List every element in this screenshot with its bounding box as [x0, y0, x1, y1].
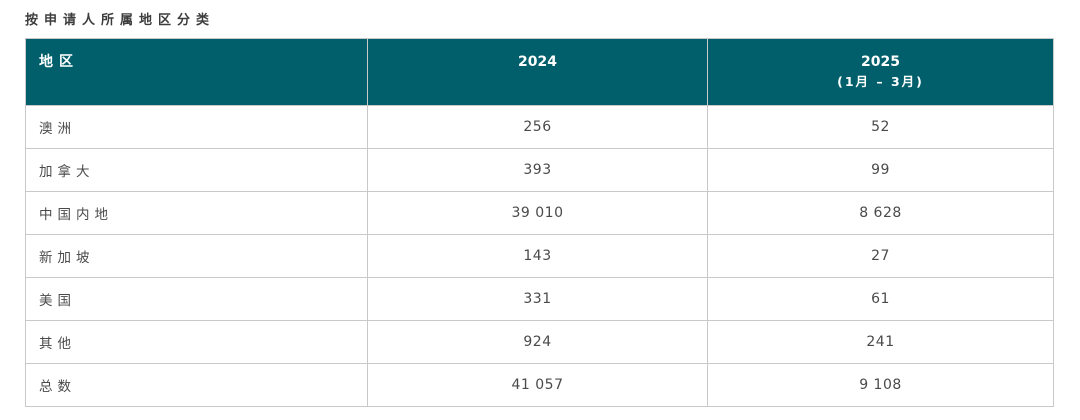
header-cell-2025: 2025 (1月 – 3月) [707, 38, 1054, 106]
table-header: 地区 2024 2025 (1月 – 3月) [25, 38, 1054, 106]
table-row: 美国 331 61 [25, 277, 1054, 321]
value-2024-cell: 924 [367, 320, 708, 364]
page: 按申请人所属地区分类 地区 2024 2025 (1月 – 3月) [25, 13, 1054, 407]
table-row: 加拿大 393 99 [25, 148, 1054, 192]
header-region-label: 地区 [39, 54, 79, 70]
value-2025-cell: 52 [707, 105, 1054, 149]
value-2025-cell: 27 [707, 234, 1054, 278]
region-statistics-table: 地区 2024 2025 (1月 – 3月) 澳洲 256 52 [25, 38, 1054, 407]
region-cell: 澳洲 [25, 105, 368, 149]
header-region-line2 [39, 72, 367, 92]
region-cell: 总数 [25, 363, 368, 407]
header-2024-line2 [368, 72, 707, 92]
header-2025-sublabel: (1月 – 3月) [837, 74, 924, 89]
region-cell: 新加坡 [25, 234, 368, 278]
value-2025-cell: 9 108 [707, 363, 1054, 407]
header-cell-region: 地区 [25, 38, 368, 106]
table-row: 新加坡 143 27 [25, 234, 1054, 278]
header-2025-label: 2025 [861, 54, 900, 70]
page-title: 按申请人所属地区分类 [25, 13, 216, 28]
header-cell-2024: 2024 [367, 38, 708, 106]
value-2025-cell: 61 [707, 277, 1054, 321]
header-row: 地区 2024 2025 (1月 – 3月) [25, 38, 1054, 106]
region-cell: 美国 [25, 277, 368, 321]
value-2025-cell: 99 [707, 148, 1054, 192]
value-2025-cell: 241 [707, 320, 1054, 364]
table-body: 澳洲 256 52 加拿大 393 99 中国内地 39 010 8 628 新… [25, 105, 1054, 407]
table-row: 其他 924 241 [25, 320, 1054, 364]
header-2024-label: 2024 [518, 54, 557, 70]
value-2024-cell: 143 [367, 234, 708, 278]
region-cell: 加拿大 [25, 148, 368, 192]
value-2024-cell: 393 [367, 148, 708, 192]
value-2024-cell: 331 [367, 277, 708, 321]
region-cell: 其他 [25, 320, 368, 364]
table-row: 总数 41 057 9 108 [25, 363, 1054, 407]
region-cell: 中国内地 [25, 191, 368, 235]
value-2025-cell: 8 628 [707, 191, 1054, 235]
table-row: 中国内地 39 010 8 628 [25, 191, 1054, 235]
value-2024-cell: 256 [367, 105, 708, 149]
table-row: 澳洲 256 52 [25, 105, 1054, 149]
value-2024-cell: 39 010 [367, 191, 708, 235]
value-2024-cell: 41 057 [367, 363, 708, 407]
